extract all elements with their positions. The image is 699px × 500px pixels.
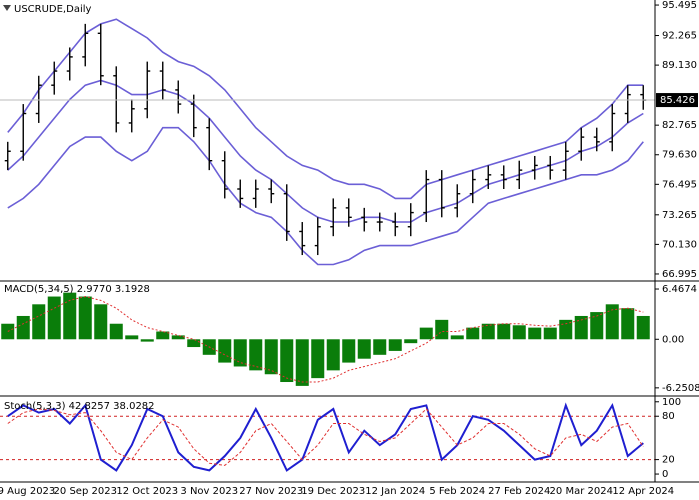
macd-bar (388, 339, 402, 351)
y-tick-label: 76.495 (662, 179, 697, 190)
x-tick-label: 29 Aug 2023 (0, 486, 55, 497)
current-price-box (656, 93, 698, 108)
macd-bar (187, 339, 201, 348)
macd-bar (109, 323, 123, 340)
bollinger-lower (7, 126, 644, 266)
macd-bar (156, 331, 170, 340)
stoch-line (7, 408, 644, 466)
y-tick-label: 95.495 (662, 0, 697, 11)
chart-title: USCRUDE,Daily (14, 4, 91, 15)
y-tick-label: -6.2508 (662, 383, 699, 394)
macd-bar (357, 339, 371, 359)
y-tick-label: 73.265 (662, 210, 697, 221)
macd-bar (636, 315, 650, 340)
bollinger-upper (7, 18, 644, 200)
macd-bar (574, 315, 588, 340)
stoch-line (7, 402, 644, 472)
symbol-icon (3, 5, 11, 11)
macd-bar (481, 323, 495, 340)
y-tick-label: 89.130 (662, 60, 697, 71)
x-tick-label: 20 Mar 2024 (550, 486, 613, 497)
x-tick-label: 12 Jan 2024 (365, 486, 425, 497)
macd-bar (264, 339, 278, 375)
y-tick-label: 0 (662, 469, 668, 480)
macd-label: MACD(5,34,5) 2.9770 3.1928 (4, 284, 150, 295)
x-tick-label: 20 Sep 2023 (54, 486, 117, 497)
signal-line (7, 295, 644, 383)
x-tick-label: 3 Nov 2023 (180, 486, 238, 497)
macd-bar (78, 296, 92, 340)
y-tick-label: 92.265 (662, 31, 697, 42)
macd-bar (621, 308, 635, 340)
macd-bar (233, 339, 247, 367)
x-tick-label: 27 Feb 2024 (488, 486, 550, 497)
x-tick-label: 12 Oct 2023 (116, 486, 178, 497)
bollinger-middle (7, 79, 644, 223)
macd-bar (32, 304, 46, 340)
macd-bar (1, 323, 15, 340)
macd-bar (590, 312, 604, 340)
x-tick-label: 12 Apr 2024 (612, 486, 674, 497)
x-tick-label: 19 Dec 2023 (301, 486, 365, 497)
macd-bar (373, 339, 387, 355)
x-tick-label: 27 Nov 2023 (239, 486, 303, 497)
macd-bar (47, 296, 61, 340)
macd-bar (94, 304, 108, 340)
macd-bar (326, 339, 340, 371)
macd-bar (543, 327, 557, 340)
y-tick-label: 66.995 (662, 269, 697, 280)
macd-bar (140, 339, 154, 342)
y-tick-label: 100 (662, 397, 681, 408)
macd-bar (605, 304, 619, 340)
y-tick-label: 6.4674 (662, 284, 697, 295)
y-tick-label: 80 (662, 411, 675, 422)
macd-bar (218, 339, 232, 363)
y-tick-label: 79.630 (662, 150, 697, 161)
y-tick-label: 82.765 (662, 120, 697, 131)
macd-bar (311, 339, 325, 379)
macd-bar (512, 325, 526, 340)
macd-bar (342, 339, 356, 363)
stoch-label: Stoch(5,3,3) 42.8257 38.0282 (4, 401, 155, 412)
y-tick-label: 0.00 (662, 334, 684, 345)
macd-bar (295, 339, 309, 386)
macd-bar (450, 335, 464, 340)
y-tick-label: 20 (662, 455, 675, 466)
x-tick-label: 5 Feb 2024 (429, 486, 485, 497)
macd-bar (435, 319, 449, 340)
macd-bar (497, 323, 511, 340)
plot-layer (0, 18, 655, 472)
macd-bar (16, 315, 30, 340)
macd-bar (125, 335, 139, 340)
macd-bar (63, 292, 77, 340)
macd-bar (528, 327, 542, 340)
macd-bar (249, 339, 263, 371)
macd-bar (404, 339, 418, 344)
current-price-label: 85.426 (660, 95, 695, 106)
macd-bar (466, 327, 480, 340)
y-tick-label: 70.130 (662, 239, 697, 250)
macd-bar (280, 339, 294, 383)
macd-bar (419, 327, 433, 340)
macd-bar (171, 335, 185, 340)
